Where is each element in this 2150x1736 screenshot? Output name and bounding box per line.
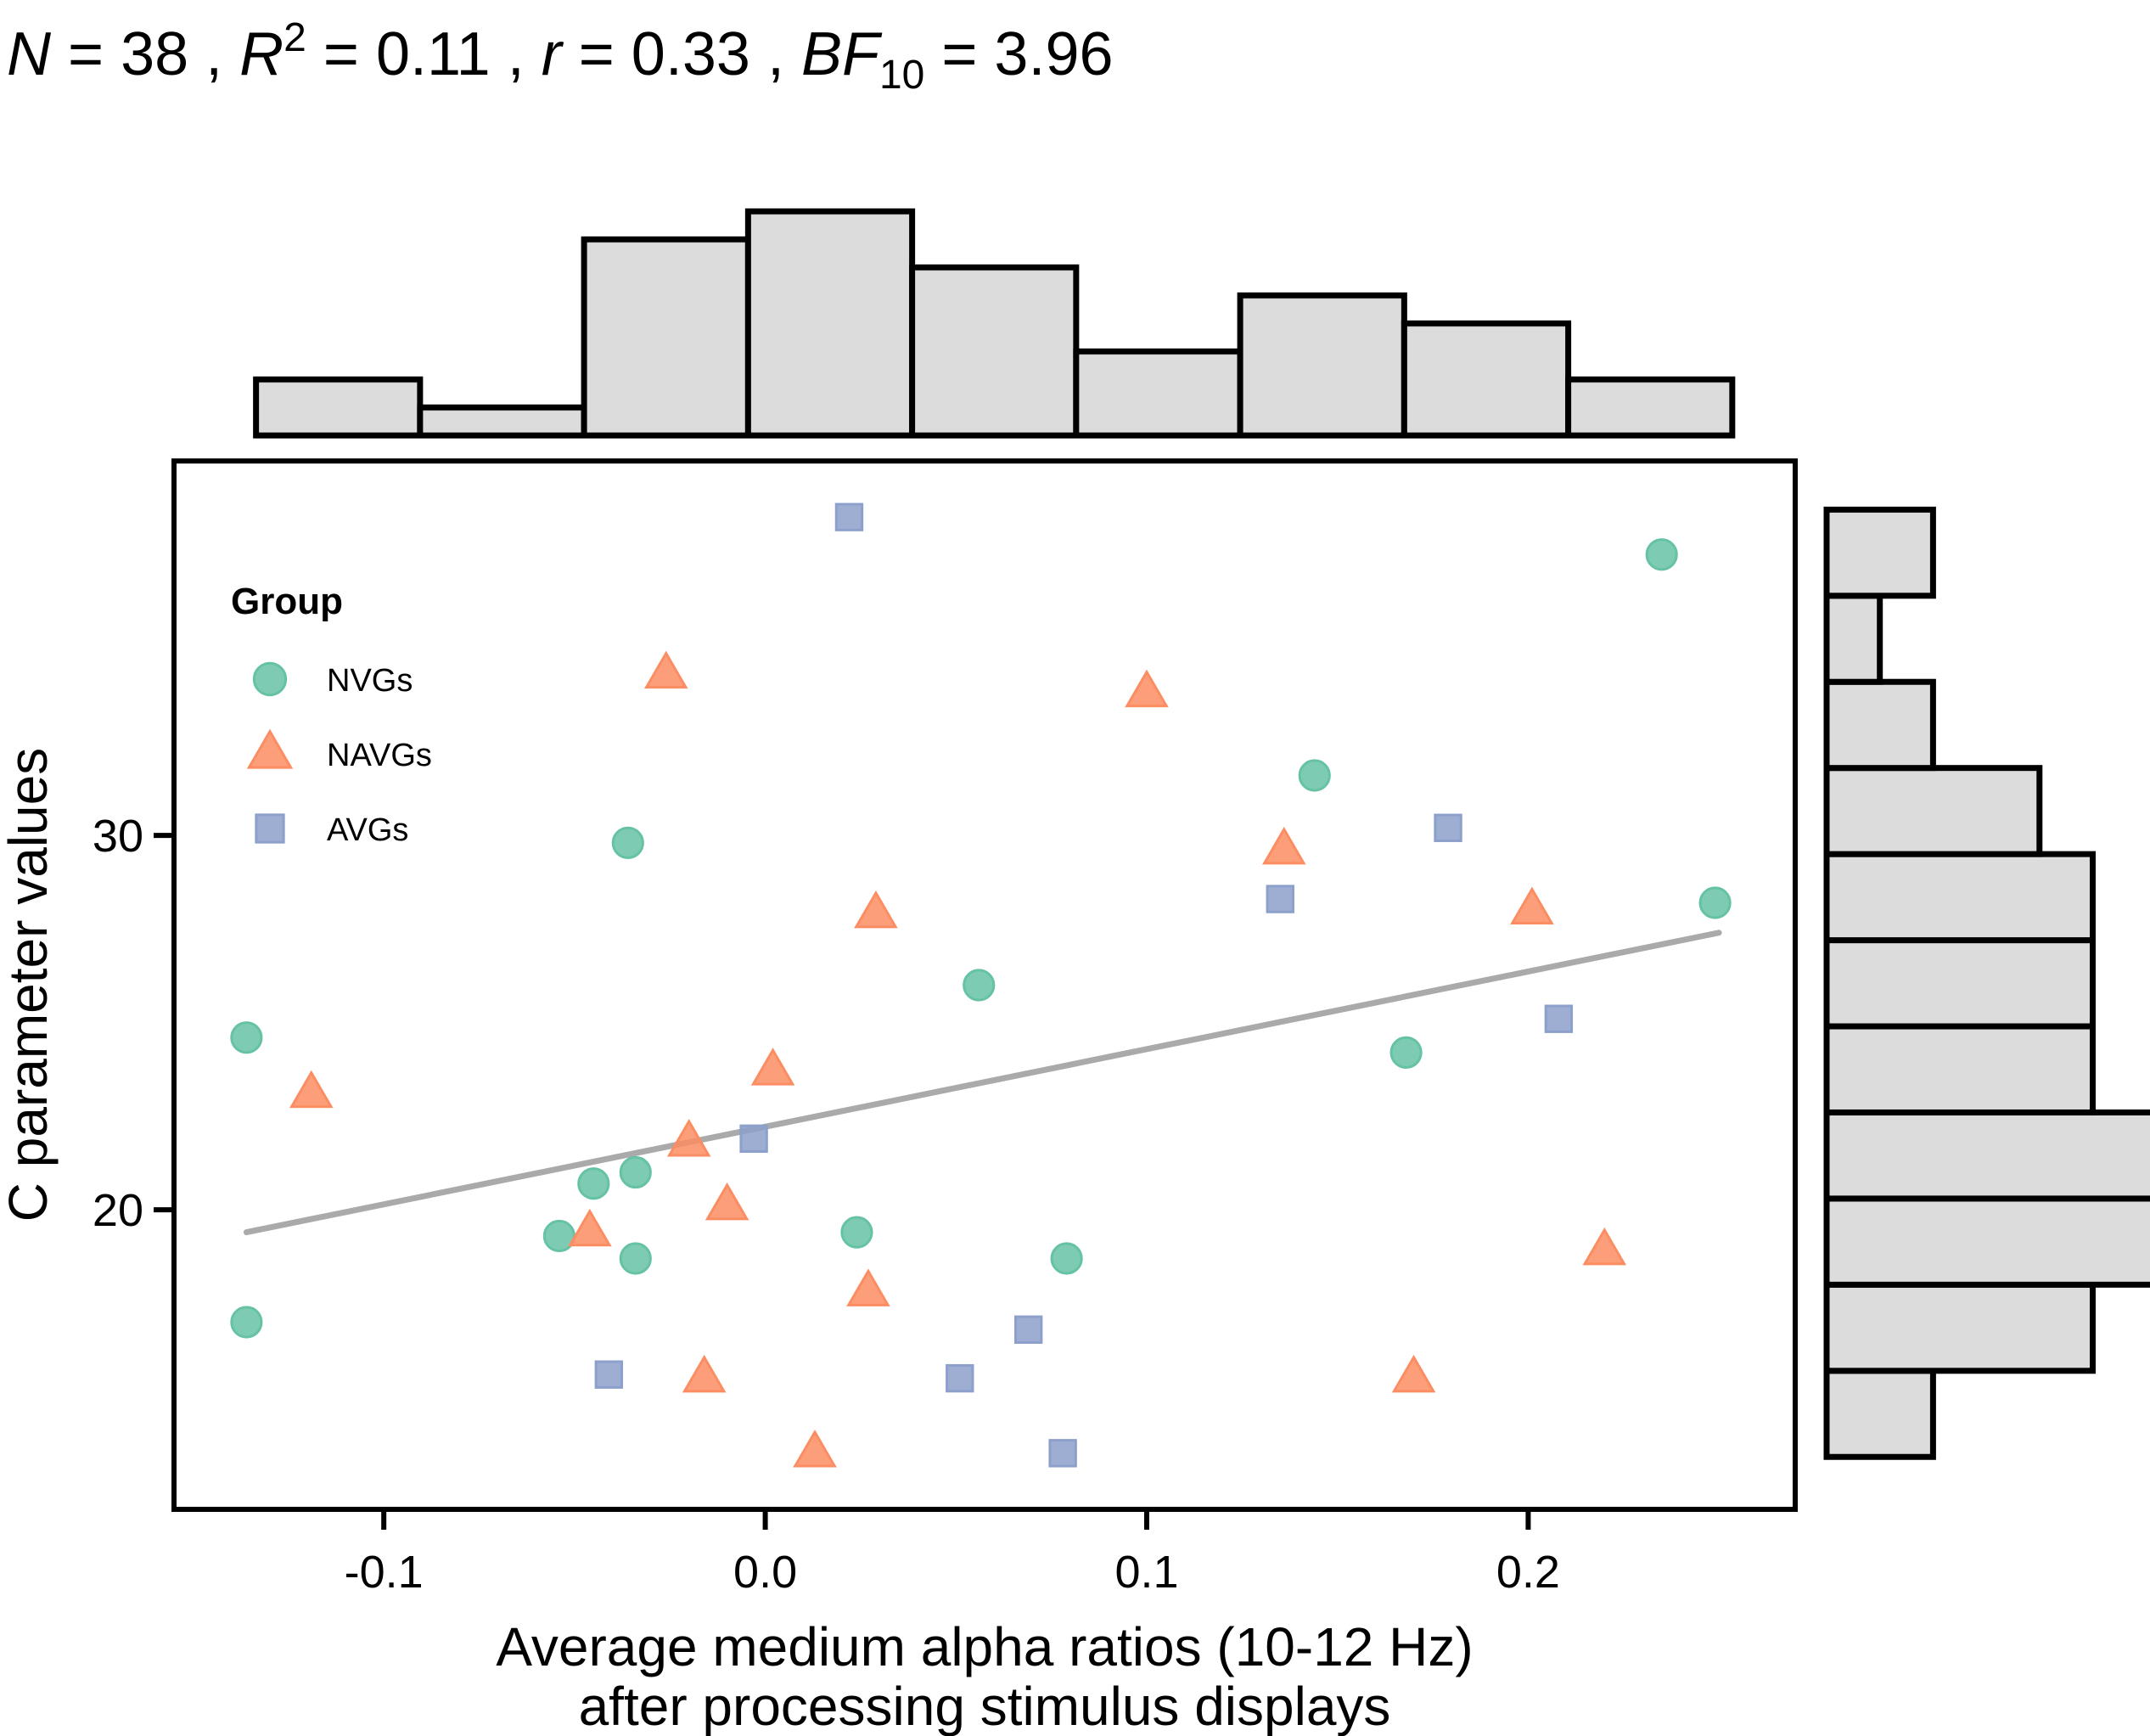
data-point-navgs bbox=[1510, 886, 1554, 924]
data-point-nvgs bbox=[619, 1242, 652, 1275]
data-point-avgs bbox=[1266, 885, 1294, 913]
title-r2-superscript: 2 bbox=[283, 15, 306, 60]
x-tick-label: 0.2 bbox=[1496, 1547, 1560, 1598]
data-point-nvgs bbox=[542, 1219, 576, 1253]
data-point-navgs bbox=[854, 890, 898, 929]
title-n-label: N bbox=[7, 20, 52, 88]
x-histogram-bar bbox=[253, 376, 424, 439]
data-point-avgs bbox=[1013, 1315, 1043, 1344]
x-histogram-bar bbox=[909, 264, 1080, 439]
x-histogram-bar bbox=[1073, 348, 1243, 439]
title-bf-label: BF bbox=[801, 20, 883, 88]
data-point-navgs bbox=[666, 1118, 711, 1157]
x-histogram-bar bbox=[581, 236, 751, 439]
data-point-avgs bbox=[739, 1124, 768, 1154]
title-r2-label: R bbox=[239, 20, 283, 88]
y-histogram-bar bbox=[1823, 1109, 2150, 1202]
y-marginal-histogram bbox=[1823, 506, 2150, 1460]
x-histogram-bar bbox=[744, 208, 916, 439]
regression-line bbox=[243, 930, 1722, 1236]
x-tick-label: 0.1 bbox=[1114, 1547, 1178, 1598]
y-axis-label: C parameter values bbox=[0, 748, 59, 1222]
x-histogram-bar bbox=[1401, 320, 1572, 439]
x-tick-label: 0.0 bbox=[733, 1547, 797, 1598]
data-point-navgs bbox=[1125, 669, 1169, 708]
legend-label-avgs: AVGs bbox=[327, 812, 408, 848]
legend-marker-nvgs bbox=[252, 661, 288, 697]
legend-marker-navgs bbox=[246, 728, 294, 769]
x-axis-label-line-1: Average medium alpha ratios (10-12 Hz) bbox=[496, 1616, 1473, 1677]
data-point-avgs bbox=[1434, 813, 1462, 842]
data-point-navgs bbox=[846, 1268, 890, 1306]
data-point-navgs bbox=[568, 1208, 612, 1247]
title-r2-value: 0.11 bbox=[376, 20, 491, 88]
y-histogram-bar bbox=[1823, 1023, 2096, 1115]
data-point-nvgs bbox=[840, 1216, 873, 1249]
x-histogram-bar bbox=[417, 404, 587, 439]
data-point-nvgs bbox=[230, 1306, 263, 1339]
title-r-value: 0.33 bbox=[632, 20, 750, 88]
data-point-navgs bbox=[1582, 1227, 1627, 1266]
legend: Group NVGs NAVGs AVGs bbox=[231, 581, 432, 848]
data-point-nvgs bbox=[963, 969, 996, 1002]
x-histogram-bar bbox=[1237, 292, 1407, 439]
title-n-value: 38 bbox=[121, 20, 188, 88]
scatter-points bbox=[230, 503, 1732, 1468]
y-histogram-bar bbox=[1823, 1368, 1936, 1460]
y-tick-label: 20 bbox=[93, 1185, 143, 1236]
data-point-nvgs bbox=[1050, 1242, 1083, 1275]
title-bf-value: 3.96 bbox=[994, 20, 1113, 88]
data-point-navgs bbox=[289, 1070, 334, 1109]
y-histogram-bar bbox=[1823, 937, 2096, 1030]
data-point-avgs bbox=[594, 1360, 624, 1389]
data-point-nvgs bbox=[577, 1167, 610, 1200]
data-point-navgs bbox=[1261, 826, 1306, 865]
data-point-navgs bbox=[793, 1430, 837, 1468]
data-point-nvgs bbox=[611, 826, 644, 859]
data-point-avgs bbox=[946, 1363, 974, 1393]
legend-label-nvgs: NVGs bbox=[327, 663, 413, 699]
data-point-navgs bbox=[705, 1182, 749, 1221]
y-histogram-bar bbox=[1823, 851, 2096, 944]
data-point-avgs bbox=[1048, 1439, 1077, 1468]
legend-marker-avgs bbox=[255, 813, 285, 844]
data-point-navgs bbox=[643, 650, 688, 689]
data-point-nvgs bbox=[1698, 886, 1732, 919]
data-point-nvgs bbox=[1389, 1036, 1423, 1069]
title-r-label: r bbox=[542, 20, 564, 88]
data-point-nvgs bbox=[1645, 538, 1678, 571]
y-histogram-bar bbox=[1823, 765, 2043, 857]
legend-label-navgs: NAVGs bbox=[327, 738, 432, 773]
data-point-navgs bbox=[682, 1354, 727, 1393]
data-point-avgs bbox=[834, 503, 864, 531]
y-histogram-bar bbox=[1823, 1195, 2150, 1288]
y-histogram-bar bbox=[1823, 1281, 2096, 1374]
chart-title: N = 38 , R2 = 0.11 , r = 0.33 , BF10 = 3… bbox=[7, 15, 1114, 98]
y-histogram-bar bbox=[1823, 506, 1936, 599]
x-marginal-histogram bbox=[253, 208, 1736, 439]
x-axis-label-line-2: after processing stimulus displays bbox=[579, 1676, 1391, 1736]
data-point-navgs bbox=[750, 1048, 795, 1086]
x-histogram-bar bbox=[1565, 376, 1736, 439]
y-histogram-bar bbox=[1823, 593, 1883, 685]
data-point-navgs bbox=[1391, 1354, 1436, 1393]
data-point-avgs bbox=[1544, 1004, 1574, 1033]
x-axis: -0.1 0.0 0.1 0.2 bbox=[345, 1509, 1560, 1598]
x-tick-label: -0.1 bbox=[345, 1547, 424, 1598]
y-tick-label: 30 bbox=[93, 811, 143, 862]
data-point-nvgs bbox=[230, 1021, 263, 1054]
data-point-nvgs bbox=[1298, 759, 1331, 792]
title-bf-subscript: 10 bbox=[879, 53, 924, 98]
y-histogram-bar bbox=[1823, 678, 1936, 772]
data-point-nvgs bbox=[619, 1155, 652, 1189]
legend-title: Group bbox=[231, 581, 343, 622]
legend-entries: NVGs NAVGs AVGs bbox=[246, 661, 432, 848]
